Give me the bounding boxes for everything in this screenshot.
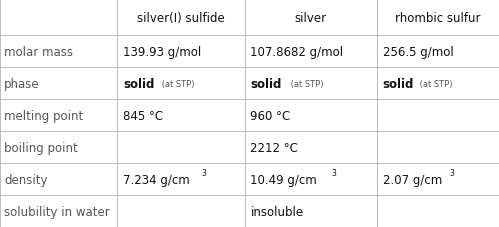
Text: solid: solid bbox=[250, 77, 282, 91]
Text: boiling point: boiling point bbox=[4, 141, 78, 154]
Text: rhombic sulfur: rhombic sulfur bbox=[395, 12, 481, 25]
Text: 3: 3 bbox=[331, 168, 336, 177]
Text: 845 °C: 845 °C bbox=[123, 109, 163, 122]
Text: 10.49 g/cm: 10.49 g/cm bbox=[250, 173, 317, 186]
Text: (at STP): (at STP) bbox=[417, 79, 453, 89]
Text: phase: phase bbox=[4, 77, 39, 91]
Text: insoluble: insoluble bbox=[250, 205, 303, 218]
Text: 139.93 g/mol: 139.93 g/mol bbox=[123, 46, 202, 59]
Text: solubility in water: solubility in water bbox=[4, 205, 110, 218]
Text: 2212 °C: 2212 °C bbox=[250, 141, 298, 154]
Text: 3: 3 bbox=[201, 168, 206, 177]
Text: 2.07 g/cm: 2.07 g/cm bbox=[383, 173, 442, 186]
Text: (at STP): (at STP) bbox=[287, 79, 323, 89]
Text: 960 °C: 960 °C bbox=[250, 109, 291, 122]
Text: (at STP): (at STP) bbox=[159, 79, 195, 89]
Text: solid: solid bbox=[383, 77, 414, 91]
Text: 7.234 g/cm: 7.234 g/cm bbox=[123, 173, 190, 186]
Text: 107.8682 g/mol: 107.8682 g/mol bbox=[250, 46, 344, 59]
Text: solid: solid bbox=[123, 77, 155, 91]
Text: silver(I) sulfide: silver(I) sulfide bbox=[137, 12, 225, 25]
Text: 256.5 g/mol: 256.5 g/mol bbox=[383, 46, 454, 59]
Text: melting point: melting point bbox=[4, 109, 83, 122]
Text: silver: silver bbox=[294, 12, 327, 25]
Text: density: density bbox=[4, 173, 47, 186]
Text: 3: 3 bbox=[449, 168, 454, 177]
Text: molar mass: molar mass bbox=[4, 46, 73, 59]
